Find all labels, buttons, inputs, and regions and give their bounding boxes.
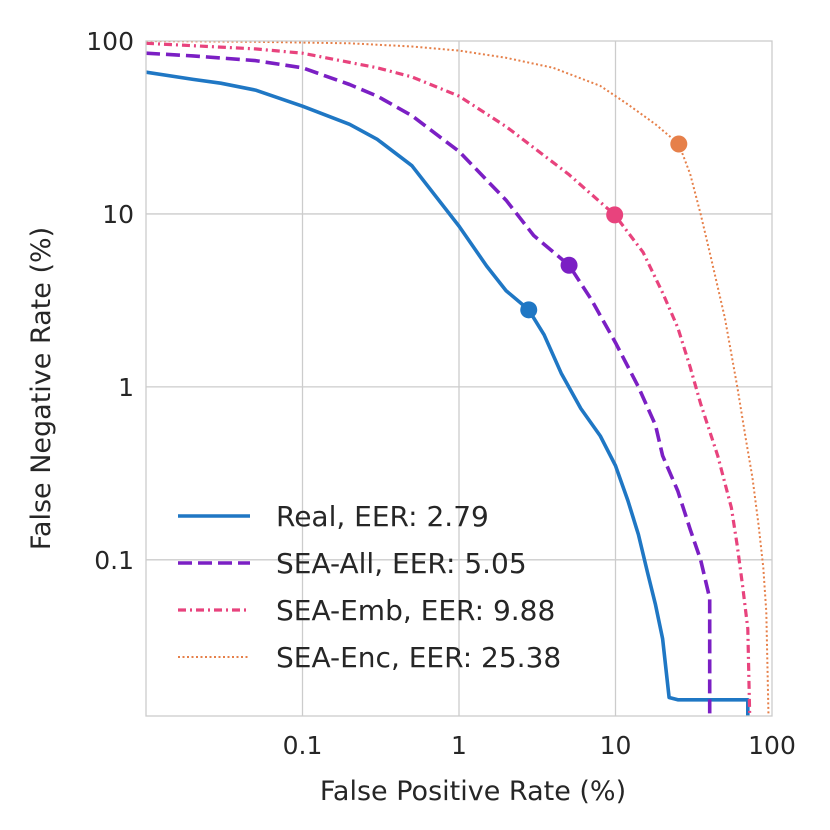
y-tick-label: 1 <box>118 373 134 402</box>
y-tick-label: 0.1 <box>94 546 134 575</box>
x-axis-label: False Positive Rate (%) <box>320 776 626 807</box>
eer-marker-sea-enc <box>670 135 688 153</box>
eer-marker-real <box>520 301 538 319</box>
series-line-sea-emb <box>146 41 752 716</box>
legend-label-sea-emb: SEA-Emb, EER: 9.88 <box>276 594 555 627</box>
x-tick-label: 100 <box>748 731 796 760</box>
curve-layer <box>146 41 770 716</box>
grid-layer <box>146 41 772 716</box>
series-line-sea-enc <box>146 41 770 716</box>
series-line-real <box>146 70 750 716</box>
y-tick-label: 10 <box>102 200 134 229</box>
eer-marker-sea-all <box>560 256 578 274</box>
eer-marker-sea-emb <box>606 206 624 224</box>
legend-label-sea-all: SEA-All, EER: 5.05 <box>276 547 527 580</box>
eer-marker-layer <box>520 135 688 319</box>
y-tick-label: 100 <box>86 27 134 56</box>
tick-label-layer: 0.1 1 10 100 0.1 1 10 100 <box>86 27 796 760</box>
plot-frame <box>145 40 773 717</box>
series-line-sea-all <box>146 51 712 716</box>
x-tick-label: 0.1 <box>283 731 323 760</box>
legend-label-sea-enc: SEA-Enc, EER: 25.38 <box>276 641 561 674</box>
x-tick-label: 1 <box>451 731 467 760</box>
y-axis-label: False Negative Rate (%) <box>26 227 57 550</box>
legend-label-real: Real, EER: 2.79 <box>276 500 489 533</box>
legend: Real, EER: 2.79 SEA-All, EER: 5.05 SEA-Emb… <box>178 500 561 674</box>
x-tick-label: 10 <box>600 731 632 760</box>
